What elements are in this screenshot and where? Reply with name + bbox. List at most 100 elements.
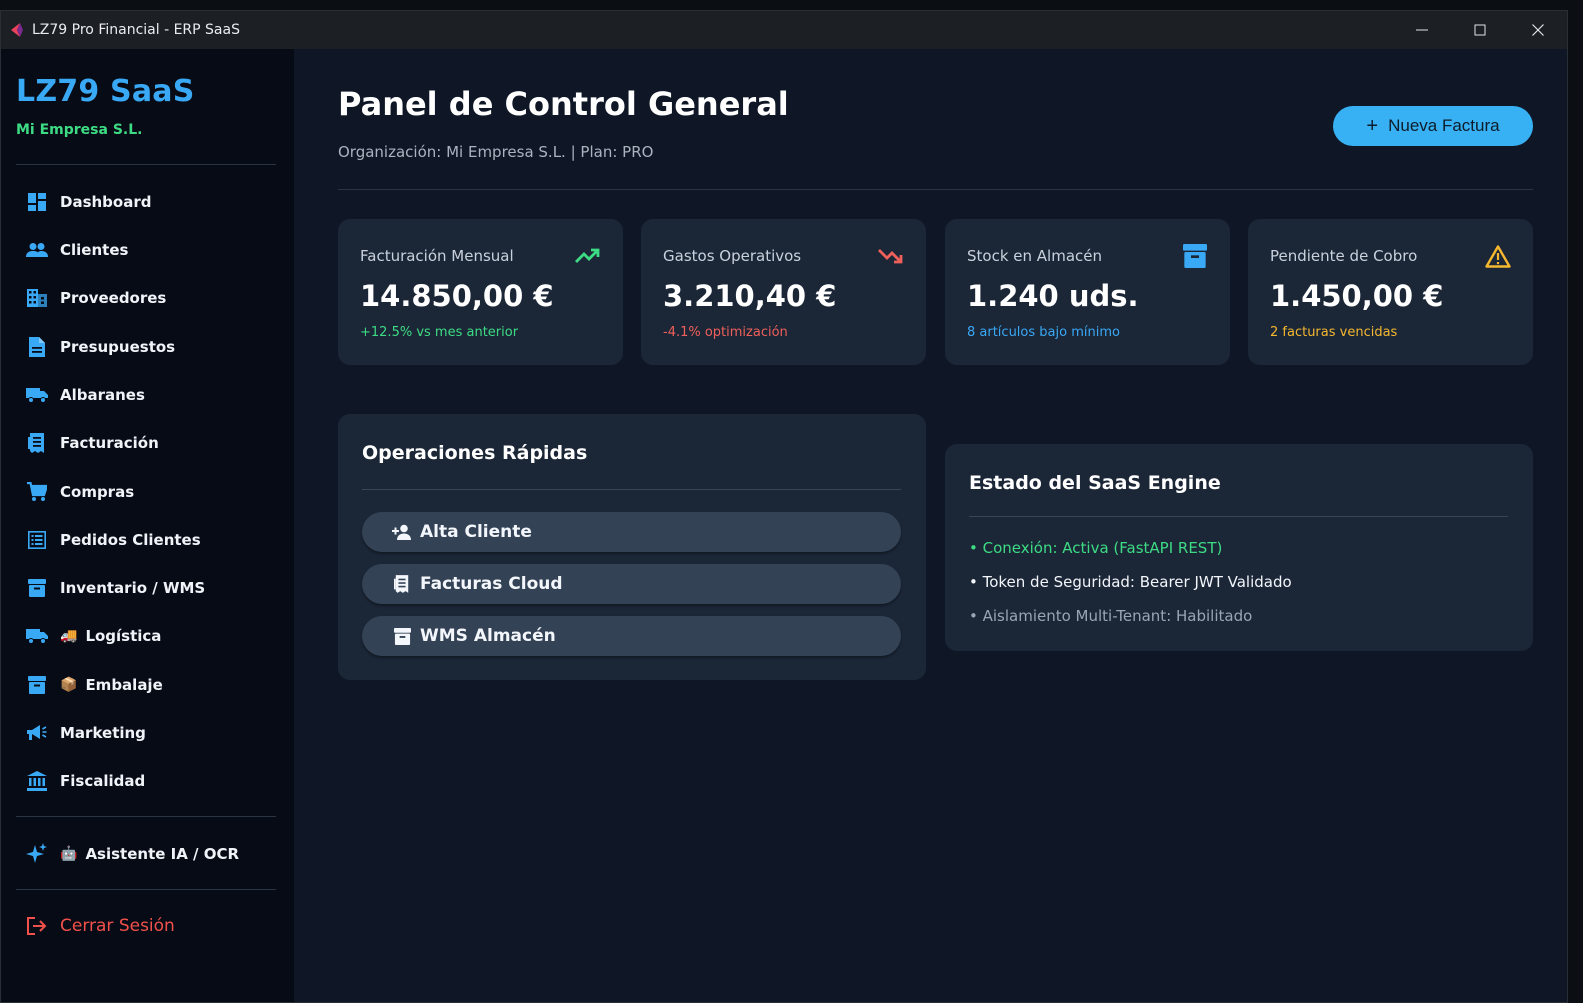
archive-icon <box>26 674 48 696</box>
sidebar-divider <box>16 889 276 890</box>
new-invoice-button[interactable]: + Nueva Factura <box>1333 106 1533 146</box>
receipt-icon <box>392 574 412 594</box>
status-token: • Token de Seguridad: Bearer JWT Validad… <box>969 573 1292 591</box>
logout-label: Cerrar Sesión <box>60 916 175 936</box>
kpi-value: 14.850,00 € <box>360 279 554 313</box>
sidebar-item-fiscalidad[interactable]: Fiscalidad <box>16 761 276 801</box>
archive-icon <box>1182 243 1208 269</box>
receipt-icon <box>26 432 48 454</box>
sidebar-item-presupuestos[interactable]: Presupuestos <box>16 327 276 367</box>
sidebar-item-label: Clientes <box>60 241 129 259</box>
kpi-title: Facturación Mensual <box>360 247 514 265</box>
close-icon <box>1532 24 1544 36</box>
kpi-note: -4.1% optimización <box>663 325 788 340</box>
sidebar-divider <box>16 164 276 165</box>
sidebar-item-proveedores[interactable]: Proveedores <box>16 278 276 318</box>
person-add-icon <box>392 522 412 542</box>
header-divider <box>338 189 1533 190</box>
sidebar-divider <box>16 816 276 817</box>
building-icon <box>26 287 48 309</box>
sidebar-item-label: Logística <box>85 627 162 645</box>
panel-divider <box>969 516 1508 517</box>
warning-icon <box>1485 243 1511 269</box>
sidebar-item-dashboard[interactable]: Dashboard <box>16 182 276 222</box>
archive-icon <box>392 626 412 646</box>
kpi-card-stock: Stock en Almacén 1.240 uds. 8 artículos … <box>945 219 1230 365</box>
dashboard-icon <box>26 191 48 213</box>
facturas-cloud-button[interactable]: Facturas Cloud <box>362 564 901 604</box>
kpi-card-pendiente: Pendiente de Cobro 1.450,00 € 2 facturas… <box>1248 219 1533 365</box>
sidebar-item-label: Proveedores <box>60 289 167 307</box>
quick-operations-panel: Operaciones Rápidas Alta Cliente Factura… <box>338 414 926 680</box>
kpi-card-facturacion: Facturación Mensual 14.850,00 € +12.5% v… <box>338 219 623 365</box>
wms-almacen-button[interactable]: WMS Almacén <box>362 616 901 656</box>
quick-button-label: Facturas Cloud <box>420 574 563 594</box>
cart-icon <box>26 481 48 503</box>
robot-emoji-icon: 🤖 <box>60 846 78 862</box>
organization-name: Mi Empresa S.L. <box>16 122 143 138</box>
new-invoice-label: Nueva Factura <box>1388 116 1500 135</box>
page-subtitle: Organización: Mi Empresa S.L. | Plan: PR… <box>338 143 654 161</box>
sidebar-item-embalaje[interactable]: 📦 Embalaje <box>16 665 276 705</box>
delivery-truck-emoji-icon: 🚚 <box>60 628 78 644</box>
sidebar-item-compras[interactable]: Compras <box>16 472 276 512</box>
package-emoji-icon: 📦 <box>60 677 78 693</box>
alta-cliente-button[interactable]: Alta Cliente <box>362 512 901 552</box>
kpi-note: 8 artículos bajo mínimo <box>967 325 1120 340</box>
kpi-note: +12.5% vs mes anterior <box>360 325 519 340</box>
quick-operations-title: Operaciones Rápidas <box>362 442 588 464</box>
sidebar-item-label: Facturación <box>60 434 159 452</box>
app-window: LZ79 Pro Financial - ERP SaaS LZ79 SaaS … <box>0 10 1568 1003</box>
sidebar-item-label: Albaranes <box>60 386 145 404</box>
engine-status-panel: Estado del SaaS Engine • Conexión: Activ… <box>945 444 1533 651</box>
truck-icon <box>26 625 48 647</box>
sidebar-item-logistica[interactable]: 🚚 Logística <box>16 616 276 656</box>
logout-icon <box>26 915 48 937</box>
people-icon <box>26 239 48 261</box>
sidebar-item-label: Dashboard <box>60 193 152 211</box>
truck-icon <box>26 384 48 406</box>
status-tenant: • Aislamiento Multi-Tenant: Habilitado <box>969 607 1253 625</box>
sidebar-item-label: Fiscalidad <box>60 772 146 790</box>
sidebar-item-facturacion[interactable]: Facturación <box>16 423 276 463</box>
minimize-button[interactable] <box>1393 11 1451 49</box>
sidebar-item-albaranes[interactable]: Albaranes <box>16 375 276 415</box>
kpi-title: Pendiente de Cobro <box>1270 247 1418 265</box>
plus-icon: + <box>1366 115 1379 137</box>
sidebar-item-label: Marketing <box>60 724 146 742</box>
document-icon <box>26 336 48 358</box>
sidebar-item-asistente-ia[interactable]: 🤖 Asistente IA / OCR <box>16 834 276 874</box>
title-bar: LZ79 Pro Financial - ERP SaaS <box>1 11 1567 49</box>
sidebar-item-clientes[interactable]: Clientes <box>16 230 276 270</box>
quick-button-label: Alta Cliente <box>420 522 532 542</box>
close-button[interactable] <box>1509 11 1567 49</box>
sidebar-item-label: Pedidos Clientes <box>60 531 201 549</box>
sidebar-item-label: Embalaje <box>85 676 163 694</box>
quick-button-label: WMS Almacén <box>420 626 556 646</box>
maximize-button[interactable] <box>1451 11 1509 49</box>
sidebar-item-inventario[interactable]: Inventario / WMS <box>16 568 276 608</box>
archive-icon <box>26 577 48 599</box>
sidebar-item-marketing[interactable]: Marketing <box>16 713 276 753</box>
panel-divider <box>362 489 901 490</box>
kpi-card-gastos: Gastos Operativos 3.210,40 € -4.1% optim… <box>641 219 926 365</box>
list-icon <box>26 529 48 551</box>
window-controls <box>1393 11 1567 49</box>
status-connection: • Conexión: Activa (FastAPI REST) <box>969 539 1223 557</box>
kpi-title: Stock en Almacén <box>967 247 1102 265</box>
kpi-value: 3.210,40 € <box>663 279 837 313</box>
maximize-icon <box>1474 24 1486 36</box>
minimize-icon <box>1416 29 1428 31</box>
engine-status-title: Estado del SaaS Engine <box>969 472 1221 494</box>
sidebar-item-label: Asistente IA / OCR <box>85 845 240 863</box>
main-content: Panel de Control General Organización: M… <box>294 49 1567 1002</box>
trending-up-icon <box>575 243 601 269</box>
logout-button[interactable]: Cerrar Sesión <box>16 906 276 946</box>
sidebar: LZ79 SaaS Mi Empresa S.L. Dashboard Clie… <box>1 49 294 1002</box>
kpi-value: 1.240 uds. <box>967 279 1139 313</box>
sidebar-item-label: Inventario / WMS <box>60 579 206 597</box>
sidebar-item-pedidos-clientes[interactable]: Pedidos Clientes <box>16 520 276 560</box>
brand-title: LZ79 SaaS <box>16 74 195 109</box>
sidebar-item-label: Compras <box>60 483 135 501</box>
window-title: LZ79 Pro Financial - ERP SaaS <box>32 22 240 38</box>
